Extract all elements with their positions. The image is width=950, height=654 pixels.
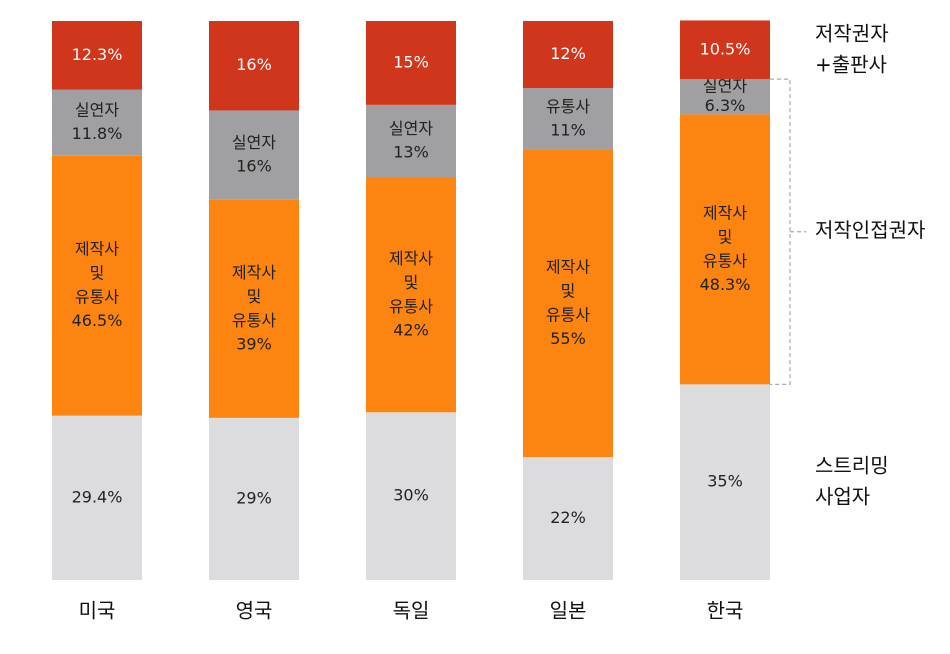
bar-segment (366, 104, 456, 178)
bar-segment (680, 79, 770, 115)
value-label: 39% (236, 334, 272, 353)
value-label: 6.3% (705, 96, 746, 115)
segment-label: 제작사 및 유통사 (389, 248, 433, 315)
x-tick-label: 영국 (236, 599, 273, 623)
value-label: 42% (393, 320, 429, 339)
segment-label: 제작사 및 유통사 (75, 239, 119, 306)
segment-label: 실연자 (703, 76, 747, 95)
bar-segment (209, 110, 299, 200)
value-label: 16% (236, 157, 272, 176)
segment-label: 실연자 (389, 119, 433, 138)
value-label: 15% (393, 52, 429, 71)
bar-segment (523, 88, 613, 150)
value-label: 29% (236, 488, 272, 507)
value-label: 30% (393, 486, 429, 505)
bracket (770, 78, 791, 385)
x-tick-label: 독일 (393, 599, 430, 623)
value-label: 12.3% (72, 45, 123, 64)
value-label: 22% (550, 508, 586, 527)
bar-segment (209, 21, 299, 111)
bracket-label: 저작인접권자 (815, 218, 925, 242)
segment-label: 제작사 및 유통사 (232, 262, 276, 329)
segment-label: 제작사 및 유통사 (703, 203, 747, 270)
bar-segment (523, 21, 613, 89)
value-label: 16% (236, 55, 272, 74)
bar-segment (52, 21, 142, 90)
value-label: 55% (550, 329, 586, 348)
value-label: 13% (393, 143, 429, 162)
bar-segment (523, 457, 613, 580)
value-label: 48.3% (700, 275, 751, 294)
bar-segment (680, 384, 770, 580)
x-tick-label: 미국 (79, 599, 116, 623)
bar-segment (52, 89, 142, 156)
value-label: 12% (550, 44, 586, 63)
bar-segment (52, 415, 142, 580)
bar-segment (209, 417, 299, 580)
value-label: 11.8% (72, 124, 123, 143)
bar-segment (680, 114, 770, 385)
x-tick-label: 한국 (707, 599, 744, 623)
bar-segment (366, 412, 456, 580)
x-tick-label: 일본 (550, 599, 587, 623)
segment-label: 실연자 (232, 133, 276, 152)
bar-segment (52, 155, 142, 416)
value-label: 29.4% (72, 487, 123, 506)
bar-segment (523, 149, 613, 458)
legend-label: 스트리밍 사업자 (815, 453, 889, 508)
legend-label: 저작권자 +출판사 (815, 21, 889, 76)
bar-segment (366, 21, 456, 105)
segment-label: 유통사 (546, 96, 590, 115)
value-label: 10.5% (700, 39, 751, 58)
bar-segment (680, 20, 770, 80)
segment-label: 제작사 및 유통사 (546, 257, 590, 324)
bar-segment (366, 177, 456, 413)
value-label: 11% (550, 120, 586, 139)
segment-label: 실연자 (75, 100, 119, 119)
bar-segment (209, 199, 299, 418)
value-label: 35% (707, 472, 743, 491)
value-label: 46.5% (72, 311, 123, 330)
